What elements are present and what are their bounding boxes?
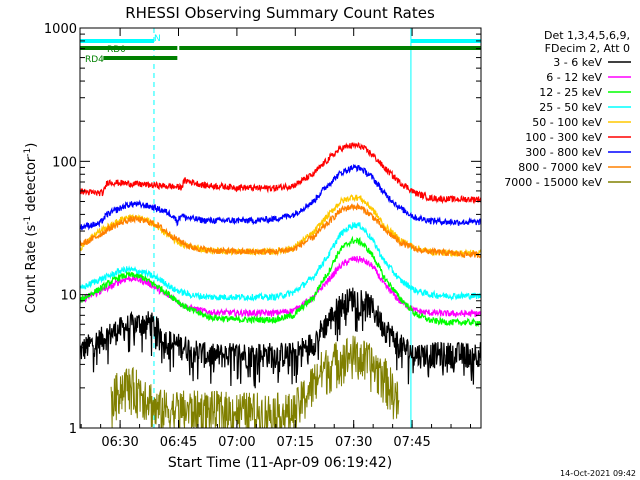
y-tick-label: 1000 — [44, 22, 77, 37]
x-tick-label: 07:15 — [277, 435, 314, 450]
legend-label-12-25-kev: 12 - 25 keV — [539, 86, 602, 99]
flag-label-rd4: RD4 — [85, 55, 104, 65]
legend-header: Det 1,3,4,5,6,9, — [544, 29, 630, 42]
flag-label-rd0: RD0 — [107, 45, 126, 55]
series-line-800-7000-kev — [79, 202, 482, 259]
x-tick-label: 07:45 — [393, 435, 430, 450]
y-tick-label: 1 — [69, 422, 77, 437]
x-axis-ticks: 06:30 06:45 07:00 07:15 07:30 07:45 — [80, 28, 471, 450]
series-line-3-6-kev — [79, 287, 482, 389]
legend-label-6-12-kev: 6 - 12 keV — [546, 71, 602, 84]
series-lines — [79, 142, 482, 429]
flag-label-n: N — [154, 34, 161, 44]
legend-label-25-50-kev: 25 - 50 keV — [539, 101, 602, 114]
x-tick-label: 06:45 — [160, 435, 197, 450]
series-line-100-300-kev — [79, 142, 482, 205]
chart-title: RHESSI Observing Summary Count Rates — [125, 4, 435, 22]
series-line-300-800-kev — [79, 163, 482, 231]
legend-label-7000-15000-kev: 7000 - 15000 keV — [504, 176, 602, 189]
legend-label-100-300-kev: 100 - 300 keV — [525, 131, 602, 144]
legend-label-300-800-kev: 300 - 800 keV — [525, 146, 602, 159]
y-tick-label: 10 — [60, 289, 77, 304]
y-tick-label: 100 — [52, 155, 77, 170]
timestamp: 14-Oct-2021 09:42 — [560, 469, 636, 478]
legend-label-3-6-kev: 3 - 6 keV — [553, 56, 602, 69]
plot-frame — [79, 27, 482, 429]
series-line-12-25-kev — [79, 235, 482, 328]
legend-label-50-100-kev: 50 - 100 keV — [532, 116, 602, 129]
x-tick-label: 07:30 — [335, 435, 372, 450]
x-tick-label: 06:30 — [101, 435, 138, 450]
series-line-25-50-kev — [79, 222, 482, 302]
x-tick-label: 07:00 — [218, 435, 255, 450]
x-axis-label: Start Time (11-Apr-09 06:19:42) — [168, 455, 392, 471]
y-axis-label: Count Rate (s-1 detector-1) — [23, 143, 39, 314]
legend: Det 1,3,4,5,6,9,FDecim 2, Att 03 - 6 keV… — [504, 29, 631, 189]
y-axis-ticks: 1000 100 10 1 — [44, 22, 481, 437]
legend-label-800-7000-kev: 800 - 7000 keV — [518, 161, 602, 174]
series-line-6-12-kev — [79, 255, 482, 318]
legend-header: FDecim 2, Att 0 — [545, 42, 630, 55]
